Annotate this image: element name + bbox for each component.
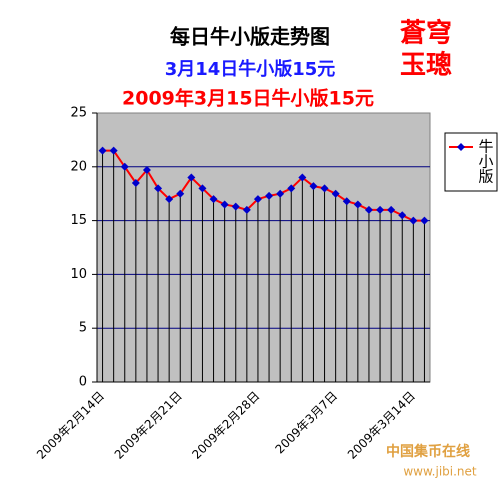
marker [265,191,274,200]
y-tick-label: 25 [70,106,87,121]
marker [154,184,163,193]
marker [109,146,118,155]
x-tick-label: 2009年2月28日 [189,389,262,462]
legend-box [444,132,498,192]
marker [142,166,151,175]
marker [342,197,351,206]
annotation: 2009年3月15日牛小版15元 [122,87,374,110]
x-tick-label: 2009年2月21日 [112,389,185,462]
marker [331,189,340,198]
marker [353,200,362,209]
stamp: 蒼穹 [400,18,452,49]
marker [198,184,207,193]
legend-label: 牛小版 [477,139,495,185]
y-tick-label: 15 [70,213,87,228]
chart-title: 每日牛小版走势图 [170,25,330,49]
marker [98,146,107,155]
x-tick-label: 2009年2月14日 [34,389,107,462]
legend-marker [457,143,465,151]
chart-subtitle: 3月14日牛小版15元 [165,58,336,80]
marker [242,205,251,214]
marker [120,162,129,171]
marker [409,216,418,225]
y-tick-label: 5 [79,321,87,336]
marker [187,173,196,182]
y-tick-label: 0 [79,375,87,390]
marker [253,195,262,204]
watermark: 中国集币在线 [386,443,470,460]
marker [398,211,407,220]
marker [364,205,373,214]
y-tick-label: 10 [70,267,87,282]
marker [176,189,185,198]
marker [276,189,285,198]
marker [376,205,385,214]
marker [320,184,329,193]
marker [387,205,396,214]
marker [420,216,429,225]
marker [220,200,229,209]
marker [309,182,318,191]
y-tick-label: 20 [70,159,87,174]
marker [231,202,240,211]
x-tick-label: 2009年3月7日 [272,389,340,457]
marker [165,195,174,204]
watermark: www.jibi.net [403,465,477,479]
marker [209,195,218,204]
plot-area [96,112,431,383]
marker [298,173,307,182]
marker [287,184,296,193]
stamp: 玉璁 [400,51,452,81]
marker [131,178,140,187]
